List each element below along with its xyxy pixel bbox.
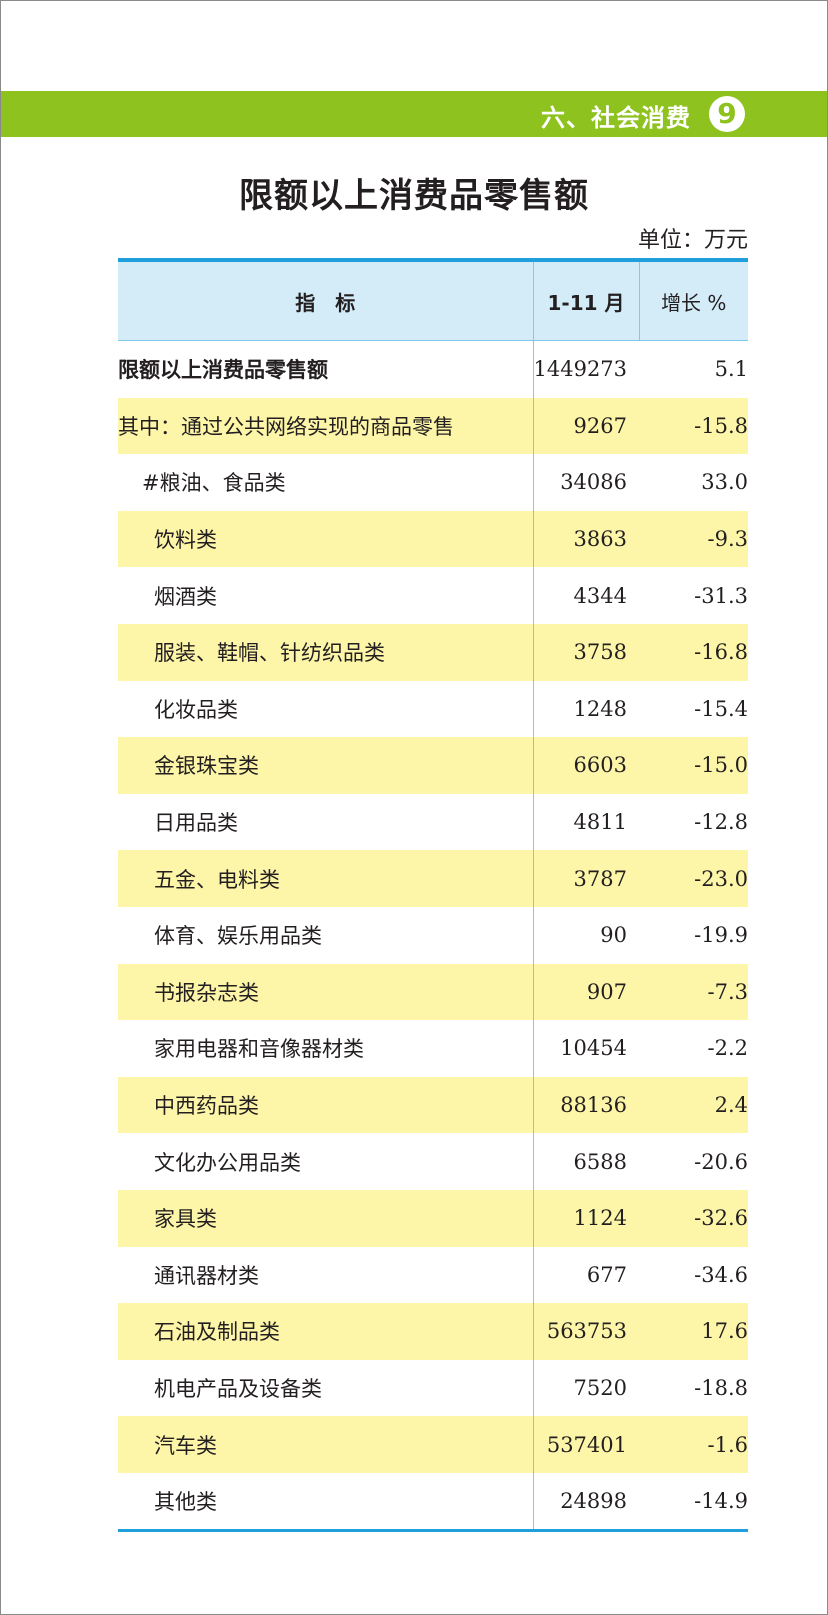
table-row: 汽车类 537401 -1.6 [118,1416,748,1473]
row-value: 563753 [532,1303,639,1360]
row-growth: 2.4 [639,1076,748,1134]
page-number-badge: 9 [709,96,745,132]
table-row: 家用电器和音像器材类 10454 -2.2 [118,1020,748,1077]
row-growth: -34.6 [694,1262,748,1287]
table-row: 机电产品及设备类 7520 -18.8 [118,1359,748,1417]
row-value: 6603 [532,737,639,794]
row-label: 饮料类 [118,510,533,568]
table-row: 日用品类 4811 -12.8 [118,793,748,851]
row-value: 1449273 [532,340,639,398]
row-label: 文化办公用品类 [154,1150,301,1175]
row-value: 34086 [532,454,639,511]
row-label: 化妆品类 [154,697,238,722]
row-value: 9267 [532,397,639,455]
table-header-row: 指 标 1-11 月 增长 % [118,258,748,341]
row-growth: -18.8 [694,1375,748,1400]
row-value: 3787 [532,850,639,907]
row-growth: 17.6 [639,1303,748,1360]
table-row: 其中：通过公共网络实现的商品零售 9267 -15.8 [118,397,748,455]
unit-label: 单位：万元 [637,228,748,253]
row-label: 家用电器和音像器材类 [154,1037,364,1062]
table-row: 家具类 1124 -32.6 [118,1189,748,1247]
table-row: 中西药品类 88136 2.4 [118,1076,748,1134]
header-growth: 增长 % [638,258,748,341]
header-indicator: 指 标 [118,258,533,341]
row-growth: -19.9 [694,923,748,948]
row-value: 677 [532,1246,639,1304]
row-growth: -20.6 [694,1149,748,1174]
header-period: 1-11 月 [532,258,639,341]
row-label: 其他类 [118,1472,533,1533]
row-label: 书报杂志类 [118,963,533,1021]
section-title: 六、社会消费 [541,104,691,132]
row-label: 机电产品及设备类 [154,1376,322,1401]
row-growth: -15.4 [694,696,748,721]
table-row: 文化办公用品类 6588 -20.6 [118,1133,748,1190]
row-value: 24898 [532,1472,639,1533]
row-value: 6588 [532,1133,639,1190]
row-growth: -12.8 [694,810,748,835]
row-value: 4811 [532,793,639,851]
table-row: 五金、电料类 3787 -23.0 [118,850,748,907]
row-label: 其中：通过公共网络实现的商品零售 [118,397,533,455]
row-value: 90 [532,906,639,964]
row-value: 3758 [532,623,639,681]
row-value: 537401 [532,1416,639,1473]
row-value: 1124 [532,1189,639,1247]
row-label: 服装、鞋帽、针纺织品类 [118,623,533,681]
row-growth: -2.2 [707,1036,749,1061]
row-label: 家具类 [118,1189,533,1247]
row-label: #粮油、食品类 [142,471,286,496]
table-row: 书报杂志类 907 -7.3 [118,963,748,1021]
row-label: 汽车类 [118,1416,533,1473]
row-label: 体育、娱乐用品类 [154,924,322,949]
row-label: 石油及制品类 [118,1303,533,1360]
row-label: 烟酒类 [154,584,217,609]
row-growth: -31.3 [694,583,748,608]
row-label: 中西药品类 [118,1076,533,1134]
row-value: 4344 [532,567,639,624]
table-row: 服装、鞋帽、针纺织品类 3758 -16.8 [118,623,748,681]
row-label: 金银珠宝类 [118,737,533,794]
row-growth: -1.6 [639,1416,748,1473]
table-row: 饮料类 3863 -9.3 [118,510,748,568]
row-value: 3863 [532,510,639,568]
row-value: 10454 [532,1020,639,1077]
table-row: 化妆品类 1248 -15.4 [118,680,748,738]
row-label: 五金、电料类 [118,850,533,907]
retail-sales-table: 指 标 1-11 月 增长 % 限额以上消费品零售额 1449273 5.1 其中：通… [118,258,748,1533]
row-value: 1248 [532,680,639,738]
row-growth: 5.1 [714,357,748,382]
row-growth: -15.8 [639,397,748,455]
table-row: 石油及制品类 563753 17.6 [118,1303,748,1360]
row-growth: -15.0 [639,737,748,794]
row-value: 907 [532,963,639,1021]
row-growth: -7.3 [639,963,748,1021]
table-row: 金银珠宝类 6603 -15.0 [118,737,748,794]
table-row: #粮油、食品类 34086 33.0 [118,454,748,511]
table-row: 烟酒类 4344 -31.3 [118,567,748,624]
row-label: 通讯器材类 [154,1263,259,1288]
row-growth: -32.6 [639,1189,748,1247]
section-band: 六、社会消费 9 [1,91,827,137]
row-growth: -16.8 [639,623,748,681]
row-label: 日用品类 [154,811,238,836]
table-row: 通讯器材类 677 -34.6 [118,1246,748,1304]
row-value: 88136 [532,1076,639,1134]
row-growth: -23.0 [639,850,748,907]
row-growth: -14.9 [639,1472,748,1533]
page-title: 限额以上消费品零售额 [239,176,589,216]
table-row: 体育、娱乐用品类 90 -19.9 [118,906,748,964]
table-row: 限额以上消费品零售额 1449273 5.1 [118,340,748,398]
table-row: 其他类 24898 -14.9 [118,1472,748,1533]
row-label: 限额以上消费品零售额 [118,358,328,383]
row-value: 7520 [532,1359,639,1417]
row-growth: 33.0 [701,470,748,495]
row-growth: -9.3 [639,510,748,568]
